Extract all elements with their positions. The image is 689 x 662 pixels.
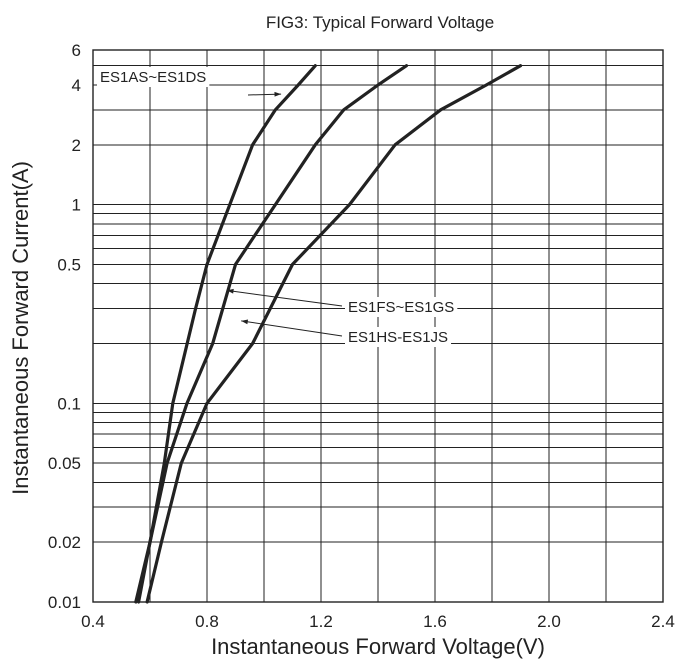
series-line-2 (137, 64, 409, 604)
y-tick-label: 0.01 (48, 593, 81, 612)
arrow-head (274, 91, 282, 97)
arrow-head (226, 288, 234, 294)
series-label-pointer (226, 289, 343, 307)
y-tick-label: 0.05 (48, 454, 81, 473)
grid-layer (92, 49, 664, 603)
y-tick-label: 1 (72, 196, 81, 215)
series-label: ES1FS~ES1GS (348, 299, 454, 316)
series-line-1 (134, 64, 317, 604)
y-tick-label: 0.02 (48, 533, 81, 552)
series-label-pointer (241, 320, 343, 337)
y-tick-label: 2 (72, 136, 81, 155)
series-label-background (97, 67, 210, 87)
annotation-layer: ES1AS~ES1DS ES1FS~ES1GS ES1HS-ES1JS (97, 67, 458, 347)
x-tick-label: 2.4 (651, 612, 675, 631)
series-label-background (345, 327, 452, 347)
x-tick-label: 2.0 (537, 612, 561, 631)
x-tick-label: 0.4 (81, 612, 105, 631)
arrow-head (241, 319, 249, 325)
x-tick-label: 1.6 (423, 612, 447, 631)
y-tick-label: 0.1 (57, 394, 81, 413)
plot-frame (92, 49, 664, 603)
y-axis-title: Instantaneous Forward Current(A) (8, 161, 33, 495)
series-label: ES1HS-ES1JS (348, 329, 448, 346)
x-axis-title: Instantaneous Forward Voltage(V) (211, 634, 545, 659)
y-tick-label: 6 (72, 41, 81, 60)
series-label: ES1AS~ES1DS (100, 69, 206, 86)
series-line-3 (145, 64, 523, 604)
y-tick-label: 4 (72, 76, 81, 95)
series-layer (134, 64, 523, 604)
series-label-background (345, 297, 458, 317)
x-tick-label: 0.8 (195, 612, 219, 631)
x-tick-label: 1.2 (309, 612, 333, 631)
y-tick-label: 0.5 (57, 255, 81, 274)
chart-title: FIG3: Typical Forward Voltage (266, 13, 494, 32)
ticks-layer: 0.4 0.8 1.2 1.6 2.0 2.4 0.01 0.02 0.05 0.1 0.5 1 2 4 6 (48, 41, 675, 631)
